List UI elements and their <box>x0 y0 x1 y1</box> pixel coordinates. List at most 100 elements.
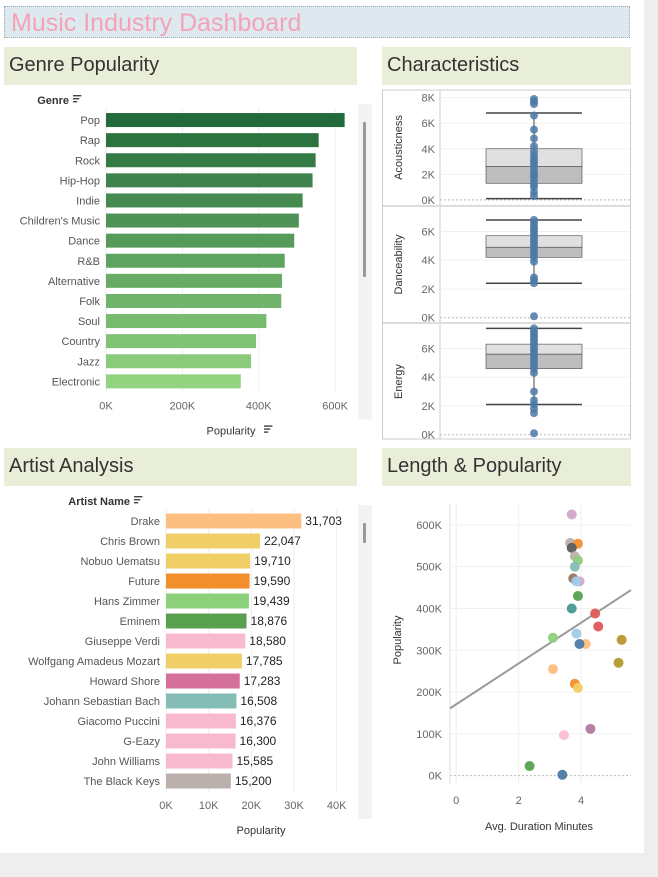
bar <box>166 733 236 749</box>
data-point <box>530 312 538 321</box>
x-tick-label: 0K <box>159 800 173 812</box>
category-label: Dance <box>68 236 100 248</box>
y-tick-label: 2K <box>422 284 436 296</box>
y-tick-label: 8K <box>422 93 436 105</box>
y-tick-label: 4K <box>422 372 436 384</box>
x-tick-label: 40K <box>327 800 347 812</box>
bar <box>166 533 261 549</box>
y-axis-title: Popularity <box>392 615 404 664</box>
y-tick-label: 6K <box>422 118 436 130</box>
category-label: Rap <box>80 135 100 147</box>
dashboard-title: Music Industry Dashboard <box>11 9 302 37</box>
data-point <box>530 279 538 288</box>
category-label: The Black Keys <box>84 776 161 788</box>
value-label: 19,439 <box>253 594 290 608</box>
x-tick-label: 10K <box>199 800 219 812</box>
category-label: Rock <box>75 155 101 167</box>
category-label: Indie <box>76 195 100 207</box>
y-tick-label: 300K <box>416 645 442 657</box>
sort-icon <box>134 496 143 504</box>
data-point <box>572 590 583 601</box>
x-axis-title: Popularity <box>207 425 256 437</box>
x-tick-label: 400K <box>246 400 272 412</box>
value-label: 15,200 <box>235 774 272 788</box>
panel-label: Energy <box>393 364 405 399</box>
bar <box>166 613 247 629</box>
data-point <box>571 628 582 639</box>
y-tick-label: 0K <box>422 313 436 325</box>
y-tick-label: 400K <box>416 603 442 615</box>
x-axis-title: Avg. Duration Minutes <box>485 821 594 833</box>
data-point <box>566 603 577 614</box>
category-label: Folk <box>79 296 100 308</box>
box-chart-frame <box>382 89 631 440</box>
artist-section-header: Artist Analysis <box>4 448 357 486</box>
scrollbar-thumb <box>363 122 366 277</box>
length-popularity-chart: 0 2 4 0K 100K 200K 300K 400K 500K 600K Avg. Durati… <box>392 504 632 833</box>
category-label: Electronic <box>52 376 101 388</box>
x-tick-label: 200K <box>170 400 196 412</box>
characteristics-box-chart: 0K 2K 4K 6K 8K Acousticness 0K 2K 4K 6K Danceabili… <box>382 89 631 440</box>
length-section-title: Length & Popularity <box>387 455 562 477</box>
value-label: 22,047 <box>264 534 301 548</box>
data-point <box>530 429 538 438</box>
value-label: 19,590 <box>254 574 291 588</box>
y-tick-label: 0K <box>422 430 436 440</box>
value-label: 18,580 <box>249 634 286 648</box>
y-tick-label: 600K <box>416 520 442 532</box>
data-point <box>557 769 568 780</box>
category-label: G-Eazy <box>123 736 160 748</box>
category-label: Eminem <box>120 616 160 628</box>
bar <box>106 334 257 349</box>
data-point <box>593 621 604 632</box>
bar <box>166 693 237 709</box>
bar <box>166 553 251 569</box>
bar <box>106 253 285 268</box>
bar <box>106 193 303 208</box>
category-label: R&B <box>77 256 100 268</box>
bar <box>106 293 282 308</box>
bar <box>106 314 267 329</box>
trend-line <box>449 589 632 710</box>
value-label: 31,703 <box>305 514 342 528</box>
bar <box>106 213 299 228</box>
y-tick-label: 0K <box>429 771 443 783</box>
bar <box>106 273 283 288</box>
data-point <box>530 192 538 201</box>
category-label: Country <box>61 336 100 348</box>
category-label: Nobuo Uematsu <box>81 556 161 568</box>
value-label: 16,300 <box>240 734 277 748</box>
bar <box>106 233 295 248</box>
y-tick-label: 0K <box>422 195 436 207</box>
panel-label: Danceability <box>393 234 405 294</box>
x-axis-title: Popularity <box>237 825 286 837</box>
x-tick-label: 4 <box>578 795 584 807</box>
y-tick-label: 200K <box>416 687 442 699</box>
data-point <box>590 608 601 619</box>
genre-section-header: Genre Popularity <box>4 47 357 85</box>
x-tick-label: 0 <box>453 795 459 807</box>
data-point <box>566 542 577 553</box>
category-label: Drake <box>131 516 160 528</box>
category-label: Hans Zimmer <box>94 596 160 608</box>
category-label: Hip-Hop <box>60 175 100 187</box>
x-tick-label: 0K <box>99 400 113 412</box>
data-point <box>530 134 538 143</box>
data-point <box>574 639 585 649</box>
bar <box>166 593 249 609</box>
category-label: John Williams <box>92 756 160 768</box>
value-label: 16,376 <box>240 714 277 728</box>
y-tick-label: 6K <box>422 343 436 355</box>
bar <box>106 133 319 148</box>
dashboard-title-bar: Music Industry Dashboard <box>4 6 630 38</box>
scrollbar-thumb <box>363 523 366 543</box>
x-tick-label: 30K <box>284 800 304 812</box>
value-label: 19,710 <box>254 554 291 568</box>
y-tick-label: 4K <box>422 144 436 156</box>
category-header-label: Artist Name <box>68 496 130 508</box>
category-label: Giacomo Puccini <box>77 716 160 728</box>
data-point <box>585 723 596 734</box>
artist-section-title: Artist Analysis <box>9 455 134 477</box>
sort-icon <box>73 95 82 103</box>
